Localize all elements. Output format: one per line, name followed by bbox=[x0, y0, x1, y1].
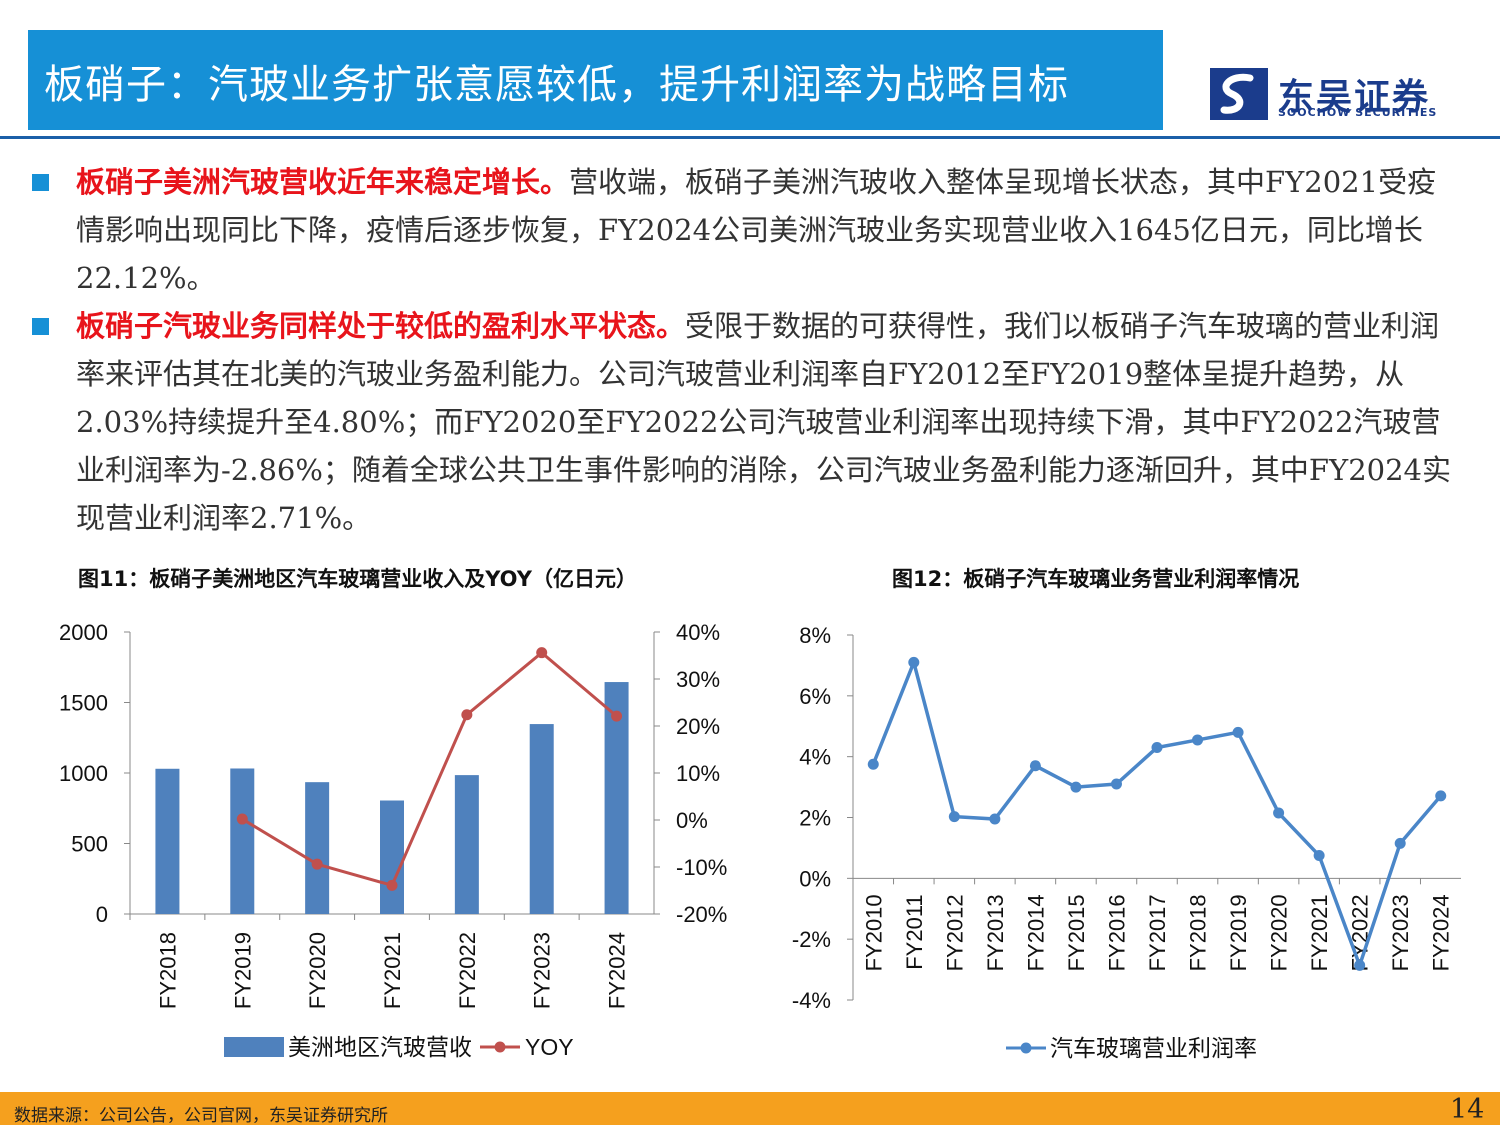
left-tick-label: 1500 bbox=[59, 691, 108, 716]
x-tick-label: FY2018 bbox=[155, 932, 180, 1009]
left-tick-label: 500 bbox=[71, 832, 108, 857]
margin-point-FY2016 bbox=[1110, 778, 1122, 790]
x-tick-label: FY2019 bbox=[1226, 894, 1251, 971]
bullet-highlight: 板硝子汽玻业务同样处于较低的盈利水平状态。 bbox=[76, 309, 686, 343]
yoy-point-FY2020 bbox=[311, 858, 323, 870]
x-tick-label: FY2021 bbox=[380, 932, 405, 1009]
bullet-text: 受限于数据的可获得性，我们以板硝子汽车玻璃的营业利润率来评估其在北美的汽玻业务盈… bbox=[76, 309, 1451, 535]
bullet-square-icon bbox=[32, 174, 49, 191]
revenue-yoy-chart: 0 500 1000 1500 2000 -20% -10% 0% 10% 20% 30% 40% FY… bbox=[59, 620, 727, 1060]
margin-point-FY2015 bbox=[1070, 781, 1082, 793]
x-tick-label: FY2019 bbox=[230, 932, 255, 1009]
right-tick-label: 0% bbox=[676, 808, 708, 833]
margin-point-FY2023 bbox=[1394, 837, 1406, 849]
yoy-point-FY2021 bbox=[386, 879, 398, 891]
legend-revenue-label: 美洲地区汽玻营收 bbox=[288, 1034, 472, 1060]
right-tick-label: 10% bbox=[676, 761, 720, 786]
revenue-bar-FY2023 bbox=[529, 724, 554, 914]
soochow-logo-icon bbox=[1210, 68, 1268, 120]
y-tick-label: 6% bbox=[799, 684, 831, 709]
margin-point-FY2019 bbox=[1232, 726, 1244, 738]
x-tick-label: FY2020 bbox=[1267, 894, 1292, 971]
x-tick-label: FY2021 bbox=[1307, 894, 1332, 971]
bullet-highlight: 板硝子美洲汽玻营收近年来稳定增长。 bbox=[76, 165, 570, 199]
yoy-point-FY2019 bbox=[236, 813, 248, 825]
x-tick-label: FY2014 bbox=[1023, 894, 1048, 971]
revenue-bar-FY2021 bbox=[380, 800, 404, 914]
left-tick-label: 1000 bbox=[59, 761, 108, 786]
revenue-bar-FY2020 bbox=[305, 782, 330, 914]
x-tick-label: FY2012 bbox=[942, 894, 967, 971]
margin-point-FY2021 bbox=[1313, 850, 1325, 862]
header-divider bbox=[0, 136, 1500, 139]
logo-text-cn: 东吴证券 bbox=[1278, 77, 1431, 118]
legend-yoy-marker bbox=[494, 1041, 506, 1053]
y-tick-label: -2% bbox=[792, 927, 831, 952]
right-tick-label: -10% bbox=[676, 855, 727, 880]
margin-point-FY2011 bbox=[908, 656, 920, 668]
y-tick-label: 8% bbox=[799, 623, 831, 648]
x-tick-label: FY2023 bbox=[1388, 894, 1413, 971]
margin-chart: -4% -2% 0% 2% 4% 6% 8% FY2010 FY2011 FY2012 FY2013… bbox=[792, 623, 1461, 1061]
x-tick-label: FY2022 bbox=[455, 932, 480, 1009]
bullet-text: 营收端，板硝子美洲汽玻收入整体呈现增长状态，其中FY2021受疫情影响出现同比下… bbox=[76, 165, 1437, 295]
right-tick-label: -20% bbox=[676, 902, 727, 927]
x-tick-label: FY2011 bbox=[902, 894, 927, 969]
x-tick-label: FY2016 bbox=[1104, 894, 1129, 971]
y-tick-label: 4% bbox=[799, 745, 831, 770]
margin-point-FY2022 bbox=[1354, 959, 1366, 971]
bullet-paragraph-1: 板硝子美洲汽玻营收近年来稳定增长。营收端，板硝子美洲汽玻收入整体呈现增长状态，其… bbox=[76, 158, 1456, 302]
y-tick-label: 0% bbox=[799, 866, 831, 891]
legend-margin-label: 汽车玻璃营业利润率 bbox=[1050, 1035, 1257, 1061]
margin-point-FY2018 bbox=[1192, 734, 1204, 746]
margin-point-FY2014 bbox=[1029, 760, 1041, 772]
company-logo: 东吴证券 SOOCHOW SECURITIES bbox=[1210, 68, 1450, 122]
y-tick-label: 2% bbox=[799, 806, 831, 831]
footer-bar bbox=[0, 1092, 1500, 1125]
margin-point-FY2013 bbox=[989, 813, 1001, 825]
x-tick-label: FY2015 bbox=[1064, 894, 1089, 971]
legend-revenue-swatch bbox=[224, 1037, 284, 1057]
margin-point-FY2012 bbox=[948, 811, 960, 823]
x-tick-label: FY2017 bbox=[1145, 894, 1170, 971]
data-source: 数据来源：公司公告，公司官网，东吴证券研究所 bbox=[14, 1106, 388, 1126]
right-tick-label: 30% bbox=[676, 667, 720, 692]
x-tick-label: FY2024 bbox=[1429, 894, 1454, 971]
bullet-square-icon bbox=[32, 318, 49, 335]
x-tick-label: FY2018 bbox=[1186, 894, 1211, 971]
right-tick-label: 20% bbox=[676, 714, 720, 739]
x-tick-label: FY2020 bbox=[305, 932, 330, 1009]
y-tick-label: -4% bbox=[792, 988, 831, 1013]
yoy-point-FY2022 bbox=[461, 709, 473, 721]
revenue-bar-FY2018 bbox=[155, 768, 180, 914]
margin-point-FY2024 bbox=[1435, 790, 1447, 802]
legend-yoy-label: YOY bbox=[525, 1034, 574, 1060]
yoy-point-FY2024 bbox=[611, 710, 623, 722]
legend-margin-marker bbox=[1020, 1042, 1032, 1054]
x-tick-label: FY2013 bbox=[983, 894, 1008, 971]
margin-point-FY2020 bbox=[1273, 807, 1285, 819]
left-tick-label: 0 bbox=[96, 902, 108, 927]
bullet-paragraph-2: 板硝子汽玻业务同样处于较低的盈利水平状态。受限于数据的可获得性，我们以板硝子汽车… bbox=[76, 302, 1456, 542]
x-tick-label: FY2010 bbox=[861, 894, 886, 971]
x-tick-label: FY2024 bbox=[605, 932, 630, 1009]
page-number: 14 bbox=[1450, 1094, 1485, 1125]
revenue-bar-FY2022 bbox=[454, 775, 479, 914]
logo-text-en: SOOCHOW SECURITIES bbox=[1278, 106, 1438, 119]
left-tick-label: 2000 bbox=[59, 620, 108, 645]
yoy-line bbox=[241, 650, 618, 888]
margin-point-FY2010 bbox=[867, 758, 879, 770]
right-tick-label: 40% bbox=[676, 620, 720, 645]
x-tick-label: FY2023 bbox=[530, 932, 555, 1009]
margin-point-FY2017 bbox=[1151, 742, 1163, 754]
title-bar bbox=[28, 30, 1163, 130]
yoy-point-FY2023 bbox=[536, 647, 548, 659]
revenue-bar-FY2019 bbox=[230, 768, 255, 914]
figure-12-caption: 图12：板硝子汽车玻璃业务营业利润率情况 bbox=[892, 567, 1300, 591]
figure-11-caption: 图11：板硝子美洲地区汽车玻璃营业收入及YOY（亿日元） bbox=[78, 567, 637, 591]
page-title: 板硝子：汽玻业务扩张意愿较低，提升利润率为战略目标 bbox=[44, 62, 1069, 108]
